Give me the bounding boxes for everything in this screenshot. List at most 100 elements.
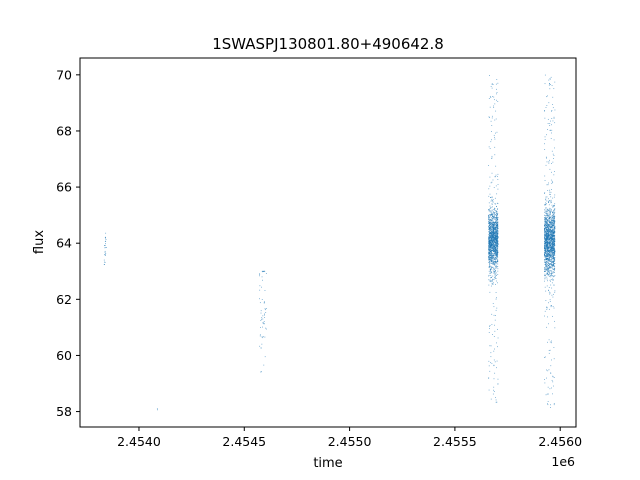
data-point (547, 259, 549, 261)
data-point (492, 221, 494, 223)
data-point (548, 350, 550, 351)
data-point (492, 214, 494, 216)
data-point (489, 221, 491, 223)
data-point (552, 253, 554, 254)
data-point (493, 260, 494, 262)
data-point (551, 248, 553, 250)
data-point (549, 217, 551, 218)
data-point (488, 263, 490, 265)
y-tick-label: 66 (56, 180, 72, 195)
data-point (549, 247, 551, 249)
data-point (553, 220, 555, 222)
data-point (488, 241, 490, 243)
data-point (490, 250, 492, 252)
data-point (545, 210, 547, 212)
data-point (488, 214, 490, 216)
data-point (548, 234, 550, 235)
data-point (494, 203, 496, 205)
data-point (496, 253, 497, 255)
data-point (549, 263, 551, 265)
data-point (546, 265, 547, 267)
data-point (491, 212, 493, 214)
data-point (545, 300, 547, 301)
data-point (489, 263, 491, 265)
data-point (552, 268, 554, 269)
data-point (553, 255, 554, 257)
data-point (496, 255, 498, 257)
data-point (551, 251, 553, 253)
data-point (493, 262, 495, 264)
data-point (494, 197, 496, 199)
data-point (262, 322, 264, 324)
data-point (545, 242, 547, 243)
data-point (547, 243, 549, 245)
data-point (553, 271, 555, 273)
data-point (545, 255, 547, 257)
data-point (490, 211, 491, 213)
data-point (550, 222, 552, 223)
data-point (492, 243, 494, 245)
data-point (491, 283, 493, 285)
data-point (546, 231, 548, 233)
data-point (494, 245, 496, 247)
data-point (495, 252, 496, 254)
data-point (495, 174, 497, 176)
data-point (492, 255, 494, 257)
data-point (495, 236, 496, 238)
data-point (551, 235, 553, 237)
data-point (493, 250, 495, 251)
data-point (260, 326, 261, 328)
data-point (488, 222, 490, 224)
data-point (544, 277, 546, 279)
data-point (488, 188, 490, 190)
data-point (493, 242, 495, 244)
data-point (553, 241, 555, 243)
data-point (492, 244, 494, 246)
data-point (553, 358, 555, 360)
data-point (494, 216, 495, 217)
data-point (548, 228, 549, 230)
data-point (549, 267, 550, 269)
data-point (546, 232, 548, 234)
data-point (489, 250, 491, 252)
data-point (492, 237, 494, 239)
data-point (550, 193, 551, 195)
data-point (489, 257, 491, 259)
data-point (495, 225, 497, 227)
data-point (549, 293, 551, 295)
data-point (490, 231, 491, 233)
data-point (488, 284, 490, 286)
data-point (494, 235, 496, 237)
data-point (553, 403, 555, 404)
data-point (496, 212, 498, 214)
data-point (492, 179, 494, 181)
data-point (494, 217, 495, 218)
data-point (263, 323, 265, 325)
data-point (489, 236, 491, 238)
data-point (545, 251, 547, 253)
data-point (552, 244, 554, 245)
data-point (549, 269, 551, 271)
data-point (495, 233, 496, 235)
data-point (491, 131, 492, 132)
data-point (489, 222, 491, 224)
data-point (497, 270, 499, 272)
data-point (493, 232, 495, 234)
data-point (547, 228, 549, 230)
data-point (496, 241, 498, 242)
data-point (496, 243, 497, 244)
data-point (488, 236, 490, 238)
data-point (544, 250, 546, 252)
data-point (552, 234, 554, 235)
data-point (493, 234, 495, 235)
data-point (495, 214, 497, 215)
data-point (497, 230, 499, 232)
data-point (551, 305, 553, 307)
data-point (548, 254, 550, 255)
data-point (494, 233, 496, 235)
data-point (553, 224, 555, 226)
data-point (495, 231, 497, 233)
data-point (547, 226, 548, 227)
data-point (548, 221, 550, 223)
data-point (550, 255, 552, 257)
